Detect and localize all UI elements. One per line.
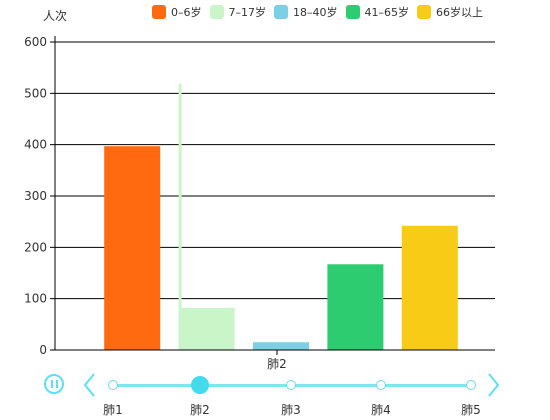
legend-label: 41–65岁 (364, 6, 410, 19)
bar-2 (253, 342, 309, 350)
pause-icon (50, 380, 53, 388)
timeline-label[interactable]: 肺2 (190, 403, 210, 417)
timeline-node[interactable] (466, 380, 476, 390)
legend-label: 0–6岁 (171, 6, 202, 19)
legend-item-41-65[interactable]: 41–65岁 (345, 4, 410, 20)
legend-label: 66岁以上 (436, 6, 483, 19)
legend-item-0-6[interactable]: 0–6岁 (152, 4, 202, 20)
timeline-label[interactable]: 肺5 (461, 403, 481, 417)
timeline-label[interactable]: 肺1 (103, 403, 123, 417)
legend: 0–6岁 7–17岁 18–40岁 41–65岁 66岁以上 (152, 4, 491, 20)
timeline-node[interactable] (191, 376, 209, 394)
y-tick-label: 500 (24, 86, 47, 100)
y-tick-label: 300 (24, 189, 47, 203)
y-tick-label: 600 (24, 35, 47, 49)
pause-button[interactable] (44, 374, 64, 394)
timeline-node[interactable] (376, 380, 386, 390)
timeline-node[interactable] (286, 380, 296, 390)
timeline-label[interactable]: 肺4 (371, 403, 391, 417)
y-tick-label: 100 (24, 292, 47, 306)
timeline-label[interactable]: 肺3 (281, 403, 301, 417)
legend-item-7-17[interactable]: 7–17岁 (209, 4, 267, 20)
x-axis: 肺2 (54, 36, 495, 371)
legend-item-18-40[interactable]: 18–40岁 (274, 4, 338, 20)
pause-icon-bar (55, 380, 58, 388)
legend-label: 18–40岁 (293, 6, 338, 19)
legend-swatch (152, 5, 166, 19)
bar-1 (178, 307, 235, 350)
timeline-node[interactable] (108, 380, 118, 390)
x-tick-label: 肺2 (267, 357, 287, 371)
legend-label: 7–17岁 (228, 6, 267, 19)
y-tick-label: 200 (24, 240, 47, 254)
bar-3 (327, 264, 384, 350)
legend-swatch (209, 5, 224, 19)
chevron-left-icon[interactable] (82, 372, 96, 398)
chevron-right-icon[interactable] (487, 372, 501, 398)
bar-0 (104, 146, 161, 350)
y-axis-ticks: 0 100 200 300 400 500 600 (24, 35, 55, 357)
y-tick-label: 400 (24, 138, 47, 152)
legend-item-66-plus[interactable]: 66岁以上 (417, 4, 483, 20)
legend-swatch (274, 5, 288, 19)
bars (104, 146, 458, 350)
bar-4 (401, 225, 458, 350)
y-axis-unit-label: 人次 (43, 9, 68, 23)
y-tick-label: 0 (39, 343, 47, 357)
legend-swatch (345, 5, 360, 19)
legend-swatch (417, 5, 431, 19)
timeline-control: 肺1 肺2 肺3 肺4 肺5 (0, 368, 550, 420)
